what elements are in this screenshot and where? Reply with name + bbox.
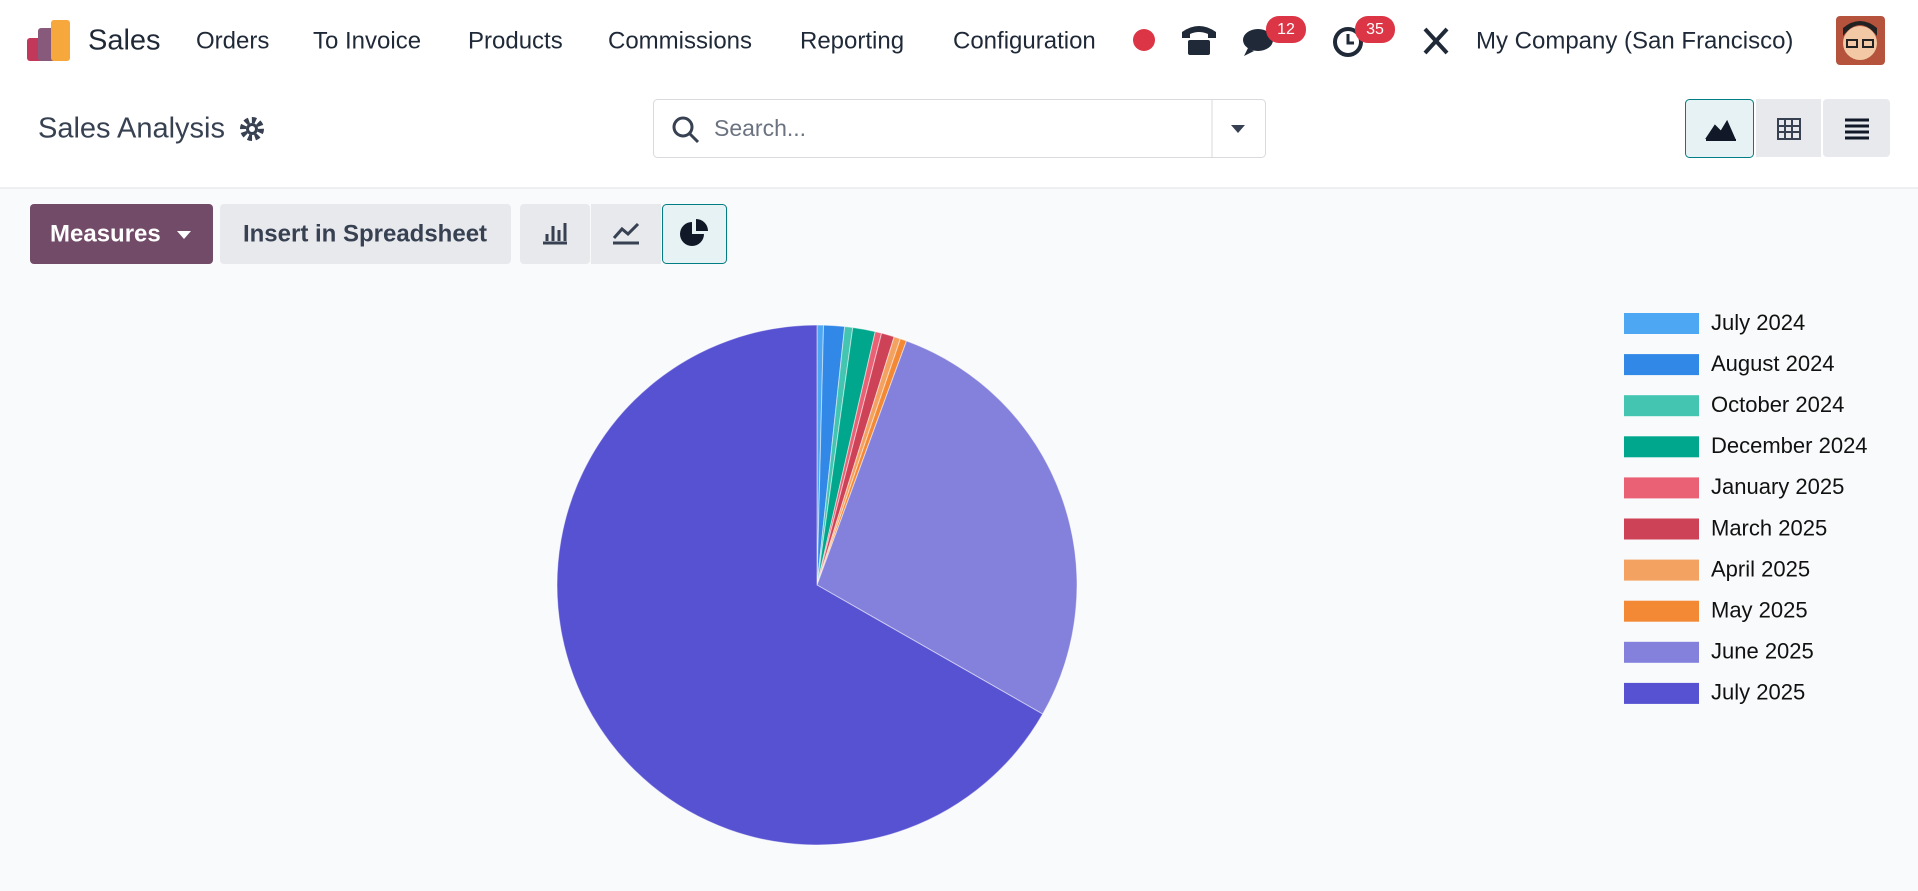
bar-chart-button[interactable]: [520, 204, 590, 264]
menu-item[interactable]: Products: [468, 27, 563, 54]
measures-button[interactable]: [30, 204, 213, 264]
legend-swatch[interactable]: [1624, 518, 1699, 540]
graph-view-button[interactable]: [1685, 99, 1754, 158]
search-toggle[interactable]: [1231, 125, 1245, 133]
menu-item[interactable]: Configuration: [953, 27, 1096, 54]
legend-swatch[interactable]: [1624, 477, 1699, 499]
search-icon: [672, 116, 700, 144]
legend-swatch[interactable]: [1624, 436, 1699, 458]
insert-label: Insert in Spreadsheet: [243, 220, 487, 247]
line-icon: [612, 222, 640, 245]
table-icon: [1777, 118, 1801, 140]
pie-icon: [680, 219, 708, 246]
phone-icon[interactable]: [1182, 26, 1216, 55]
menu-item[interactable]: Reporting: [800, 27, 904, 54]
pie-slice[interactable]: [816, 340, 1078, 715]
logo[interactable]: [27, 20, 70, 61]
legend-label[interactable]: March 2025: [1711, 515, 1827, 540]
list-view-button[interactable]: [1823, 99, 1890, 157]
search-placeholder[interactable]: Search...: [714, 115, 806, 141]
menu-item[interactable]: To Invoice: [313, 27, 421, 54]
legend-label[interactable]: August 2024: [1711, 351, 1835, 376]
legend-label[interactable]: December 2024: [1711, 433, 1868, 458]
legend-swatch[interactable]: [1624, 395, 1699, 417]
status-dot[interactable]: [1133, 29, 1155, 51]
list-icon: [1845, 118, 1869, 140]
pivot-view-button[interactable]: [1756, 99, 1821, 157]
legend-label[interactable]: October 2024: [1711, 392, 1844, 417]
breadcrumb: Sales Analysis: [38, 113, 225, 145]
badge: 12: [1277, 21, 1295, 38]
legend-label[interactable]: April 2025: [1711, 556, 1810, 581]
area-icon: [1705, 119, 1736, 141]
company[interactable]: My Company (San Francisco): [1476, 27, 1793, 54]
legend-swatch[interactable]: [1624, 682, 1699, 704]
legend-label[interactable]: June 2025: [1711, 639, 1814, 664]
tools-icon[interactable]: [1423, 27, 1449, 55]
legend-swatch[interactable]: [1624, 641, 1699, 663]
legend-swatch[interactable]: [1624, 354, 1699, 376]
legend-label[interactable]: July 2024: [1711, 310, 1805, 335]
pie-slice[interactable]: [556, 324, 1044, 846]
app-name[interactable]: Sales: [88, 25, 161, 57]
bar-icon: [543, 223, 567, 245]
search-box[interactable]: [653, 99, 1266, 158]
menu-item[interactable]: Commissions: [608, 27, 752, 54]
menu-item[interactable]: Orders: [196, 27, 269, 54]
badge: 35: [1366, 21, 1384, 38]
gear-icon[interactable]: [240, 117, 264, 141]
measures-label: Measures: [50, 220, 161, 247]
chat-icon[interactable]: [1243, 16, 1306, 56]
clock-icon[interactable]: [1333, 16, 1395, 57]
avatar[interactable]: [1836, 16, 1885, 65]
legend-label[interactable]: January 2025: [1711, 474, 1844, 499]
legend-label[interactable]: May 2025: [1711, 598, 1808, 623]
legend-label[interactable]: July 2025: [1711, 680, 1805, 705]
insert-button[interactable]: [220, 204, 511, 264]
legend-swatch[interactable]: [1624, 559, 1699, 581]
legend-swatch[interactable]: [1624, 600, 1699, 622]
caret: [177, 231, 191, 239]
legend-swatch[interactable]: [1624, 313, 1699, 334]
